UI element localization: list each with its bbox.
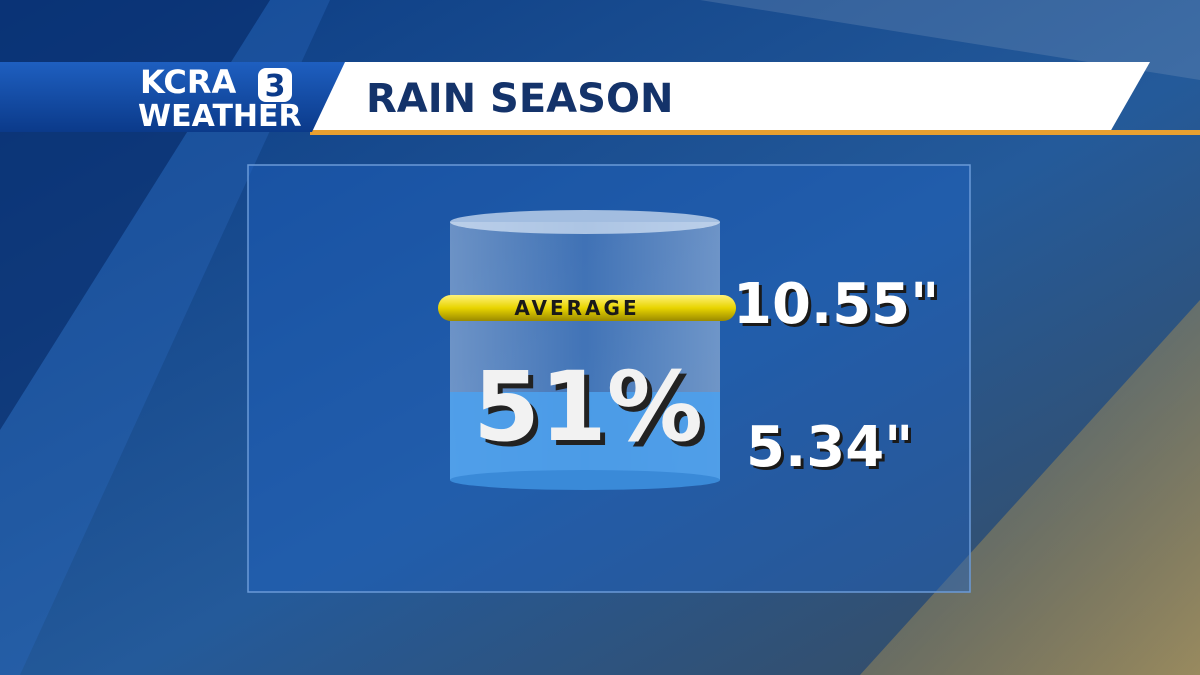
background-shape [860,300,1200,675]
title: RAIN SEASON [366,76,673,122]
percent: 51% [473,351,703,463]
average-bar [438,295,736,321]
background-shape [600,0,1200,80]
cylinder-bottom [450,470,720,490]
average-label: AVERAGE [514,296,639,320]
title-underline [310,130,1200,135]
logo-text: WEATHER [138,99,302,134]
water-fill [450,392,720,480]
average-value: 10.55" [733,272,939,337]
logo-badge [258,68,292,102]
logo-text: KCRA [140,63,236,101]
logo-channel: 3 [265,69,286,104]
percent-shadow: 51% [478,356,708,468]
average-value-shadow: 10.55" [736,275,942,340]
current-value-shadow: 5.34" [749,418,916,483]
title-band [310,62,1150,132]
cylinder-top [450,210,720,234]
current-value: 5.34" [746,415,913,480]
